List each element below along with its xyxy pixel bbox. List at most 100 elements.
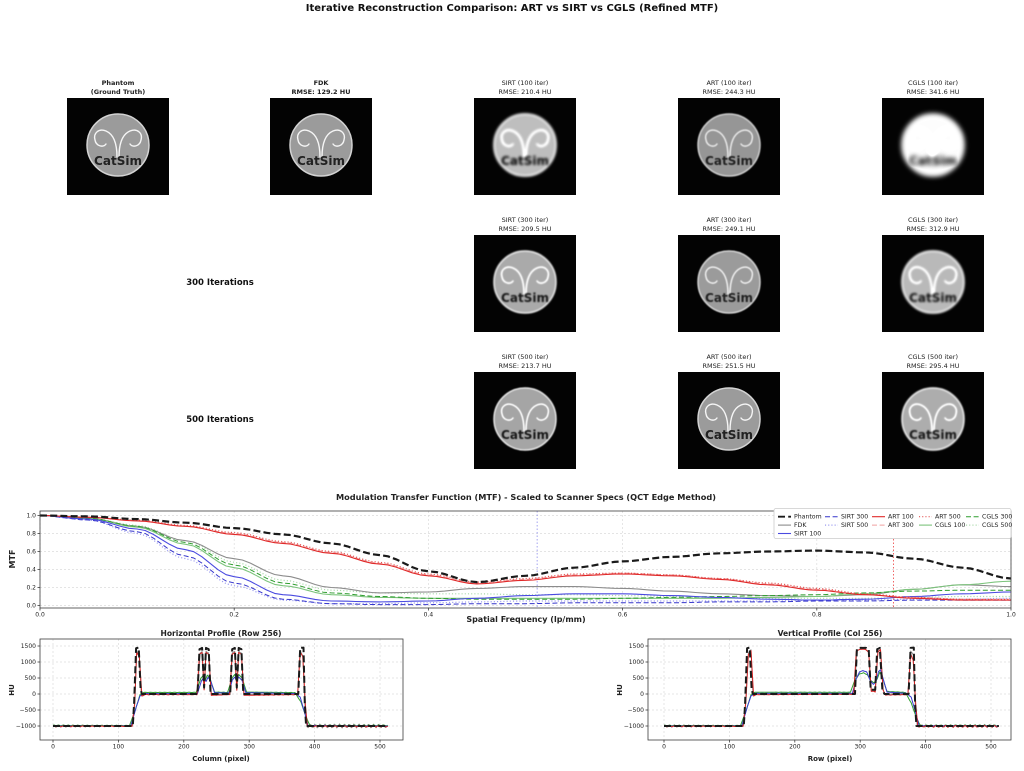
legend-entry-sirt-500: SIRT 500	[841, 522, 868, 529]
cell-art-300-label: ART (300 iter) RMSE: 249.1 HU	[702, 216, 756, 233]
mtf-series-fdk	[40, 514, 1011, 598]
vprof-ytick-500: 500	[633, 675, 645, 682]
phantom-logo-text: CatSim	[501, 291, 549, 305]
vprof-series-art	[663, 648, 999, 728]
mtf-axes-box	[39, 510, 1012, 609]
phantom-left-curve	[908, 266, 933, 295]
cell-sirt-100-image: CatSim	[474, 98, 576, 195]
vprof-series-cgls	[664, 671, 999, 727]
mtf-xtick-0.2: 0.2	[229, 612, 239, 619]
hprof-xtick-100: 100	[113, 744, 125, 751]
phantom-right-curve	[729, 403, 754, 432]
hprof-ylabel: HU	[8, 684, 16, 696]
phantom-logo-text: CatSim	[705, 154, 753, 168]
hprof-series-group	[52, 646, 389, 729]
cell-sirt-500-image: CatSim	[474, 372, 576, 469]
figure-title: Iterative Reconstruction Comparison: ART…	[305, 3, 719, 14]
cell-sirt-500-label: SIRT (500 iter) RMSE: 213.7 HU	[498, 353, 552, 370]
row-label-500-iterations: 500 Iterations	[186, 415, 254, 425]
mtf-ytick-0.2: 0.2	[26, 585, 36, 592]
phantom-right-curve	[321, 129, 346, 158]
phantom-right-curve	[933, 266, 958, 295]
hprof-ytick-1500: 1500	[21, 643, 36, 650]
phantom-logo-text: CatSim	[909, 428, 957, 442]
hprof-gridlines	[40, 639, 403, 740]
legend-entry-phantom: Phantom	[794, 514, 822, 521]
mtf-xtick-0.6: 0.6	[618, 612, 628, 619]
mtf-xtick-0.8: 0.8	[812, 612, 822, 619]
row-label-300-iterations: 300 Iterations	[186, 278, 254, 288]
hprof-series-phantom	[53, 646, 388, 727]
vprof-axes-box	[647, 638, 1012, 741]
phantom-right-curve	[525, 403, 550, 432]
cell-cgls-100-image: CatSim	[882, 98, 984, 195]
phantom-logo-text: CatSim	[705, 291, 753, 305]
hprof-series-cgls	[52, 674, 388, 727]
mtf-xtick-0.4: 0.4	[424, 612, 434, 619]
vprof-ytick-−500: −500	[628, 707, 645, 714]
vprof-series-fdk	[663, 648, 1000, 729]
vprof-title: Vertical Profile (Col 256)	[778, 629, 883, 638]
hprof-ytick-−500: −500	[20, 707, 37, 714]
vprof-series-phantom	[664, 646, 999, 727]
mtf-title: Modulation Transfer Function (MTF) - Sca…	[336, 492, 716, 502]
mtf-ytick-0.0: 0.0	[26, 603, 36, 610]
cell-phantom-image: CatSim	[67, 98, 169, 195]
phantom-left-curve	[704, 266, 729, 295]
phantom-logo-text: CatSim	[94, 154, 142, 168]
phantom-left-curve	[704, 403, 729, 432]
legend-entry-cgls-100: CGLS 100	[935, 522, 965, 529]
cell-cgls-300-label: CGLS (300 iter) RMSE: 312.9 HU	[906, 216, 960, 233]
cell-sirt-100-label: SIRT (100 iter) RMSE: 210.4 HU	[498, 79, 552, 96]
hprof-title: Horizontal Profile (Row 256)	[160, 629, 281, 638]
mtf-ytick-0.4: 0.4	[26, 567, 36, 574]
legend-entry-sirt-300: SIRT 300	[841, 514, 868, 521]
hprof-ytick-0: 0	[32, 691, 36, 698]
legend-entry-fdk: FDK	[794, 522, 807, 529]
legend-entry-art-300: ART 300	[888, 522, 914, 529]
cell-cgls-300-image: CatSim	[882, 235, 984, 332]
mtf-series-sirt-100	[40, 514, 1011, 603]
mtf-ylabel: MTF	[8, 550, 17, 569]
legend-entry-art-100: ART 100	[888, 514, 914, 521]
phantom-right-curve	[525, 266, 550, 295]
vprof-xtick-300: 300	[854, 744, 866, 751]
hprof-axes-box	[39, 638, 404, 741]
vprof-ytick-1000: 1000	[629, 659, 644, 666]
mtf-series-cgls-500	[40, 514, 1011, 599]
legend-entry-cgls-300: CGLS 300	[982, 514, 1012, 521]
phantom-logo-text: CatSim	[909, 291, 957, 305]
cell-cgls-500-label: CGLS (500 iter) RMSE: 295.4 HU	[906, 353, 960, 370]
mtf-series-phantom	[40, 514, 1011, 584]
phantom-left-curve	[296, 129, 321, 158]
vprof-xtick-200: 200	[789, 744, 801, 751]
vprof-ytick-0: 0	[640, 691, 644, 698]
hprof-xtick-400: 400	[309, 744, 321, 751]
cell-cgls-500-image: CatSim	[882, 372, 984, 469]
phantom-right-curve	[729, 266, 754, 295]
cell-sirt-300-label: SIRT (300 iter) RMSE: 209.5 HU	[498, 216, 552, 233]
phantom-logo-text: CatSim	[909, 154, 957, 168]
phantom-right-curve	[933, 129, 958, 158]
phantom-left-curve	[908, 403, 933, 432]
mtf-series-group	[40, 511, 1011, 608]
cell-sirt-300-image: CatSim	[474, 235, 576, 332]
hprof-series-art	[52, 651, 388, 728]
phantom-logo-text: CatSim	[501, 154, 549, 168]
mtf-xlabel: Spatial Frequency (lp/mm)	[466, 615, 585, 624]
mtf-xtick-0.0: 0.0	[35, 612, 45, 619]
phantom-right-curve	[525, 129, 550, 158]
phantom-right-curve	[933, 403, 958, 432]
vprof-xtick-0: 0	[662, 744, 666, 751]
mtf-series-art-100	[40, 514, 1011, 601]
vprof-ylabel: HU	[616, 684, 624, 696]
phantom-left-curve	[500, 266, 525, 295]
hprof-ytick-−1000: −1000	[16, 723, 36, 730]
phantom-left-curve	[908, 129, 933, 158]
mtf-ytick-0.8: 0.8	[26, 531, 36, 538]
phantom-right-curve	[729, 129, 754, 158]
mtf-series-sirt-500	[40, 514, 1011, 605]
vprof-xtick-500: 500	[985, 744, 997, 751]
